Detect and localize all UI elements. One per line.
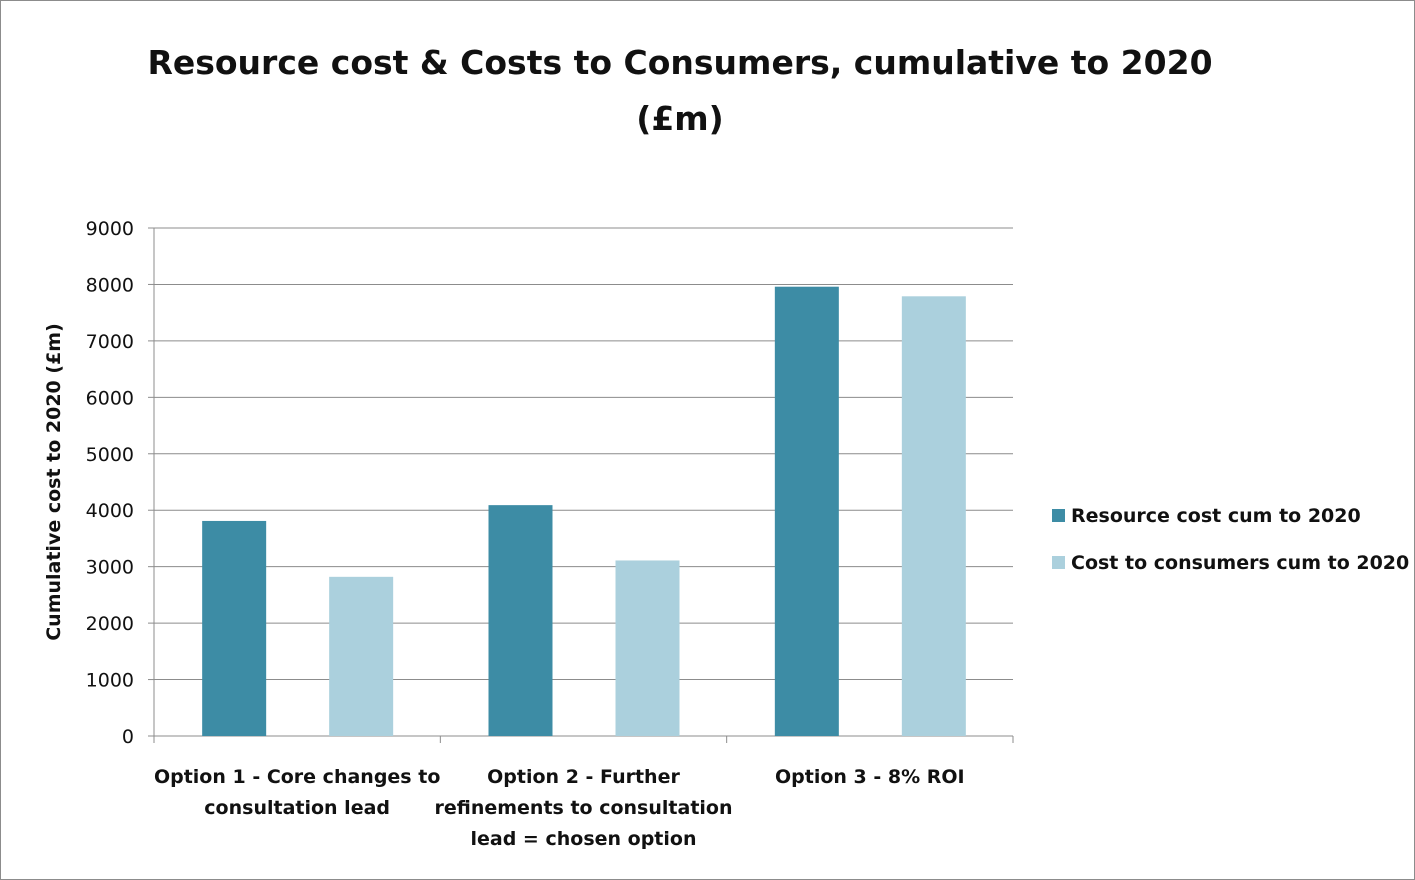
x-category-label: consultation lead [204,797,390,819]
y-axis-title: Cumulative cost to 2020 (£m) [43,323,65,641]
x-category-label: Option 1 - Core changes to [154,766,440,788]
y-tick-label: 5000 [86,444,134,466]
x-category-label: refinements to consultation [435,797,733,819]
bar-series2-cat2 [615,560,680,736]
legend-label: Resource cost cum to 2020 [1071,505,1361,527]
y-tick-label: 2000 [86,613,134,635]
y-tick-label: 0 [122,726,134,748]
y-tick-label: 4000 [86,500,134,522]
y-tick-label: 1000 [86,670,134,692]
bar-series2-cat3 [901,296,966,736]
legend-swatch [1052,556,1065,569]
y-tick-label: 3000 [86,557,134,579]
legend-label: Cost to consumers cum to 2020 [1071,552,1409,574]
y-tick-label: 8000 [86,274,134,296]
y-tick-label: 7000 [86,331,134,353]
y-tick-label: 9000 [86,218,134,240]
bar-series2-cat1 [329,576,394,736]
chart-title-line-1: Resource cost & Costs to Consumers, cumu… [147,43,1213,82]
x-category-label: lead = chosen option [471,828,697,850]
chart-title-line-2: (£m) [636,99,724,138]
bar-series1-cat3 [774,286,839,736]
legend-swatch [1052,509,1065,522]
x-category-label: Option 3 - 8% ROI [775,766,965,788]
y-tick-label: 6000 [86,387,134,409]
bar-series1-cat2 [488,505,553,736]
bar-series1-cat1 [202,520,267,736]
x-category-label: Option 2 - Further [487,766,680,788]
